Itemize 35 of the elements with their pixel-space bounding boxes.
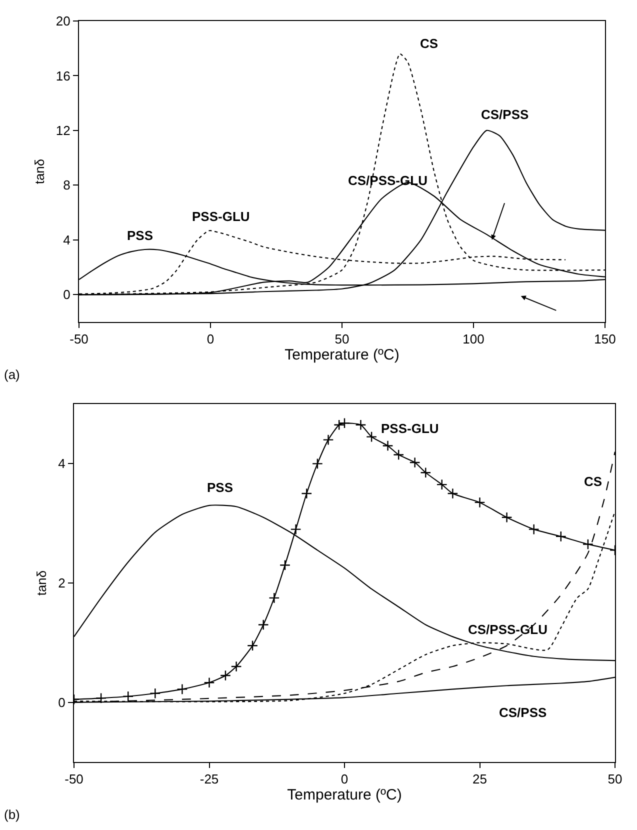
series-label: CS/PSS bbox=[499, 705, 548, 720]
text: (a) bbox=[4, 367, 20, 382]
x-tick-label: 0 bbox=[206, 332, 214, 347]
series-label: PSS bbox=[207, 480, 234, 495]
x-tick-label: 0 bbox=[340, 772, 348, 787]
x-tick-label: -50 bbox=[64, 772, 84, 787]
y-tick-label: 0 bbox=[63, 287, 70, 302]
series-label: CS/PSS-GLU bbox=[468, 622, 548, 637]
y-tick-label: 8 bbox=[63, 178, 70, 193]
x-tick-label: 50 bbox=[334, 332, 350, 347]
x-tick-label: 150 bbox=[594, 332, 616, 347]
series-label: PSS-GLU bbox=[192, 209, 250, 224]
y-axis-title: tanδ bbox=[34, 570, 50, 596]
series-label: CS bbox=[584, 474, 602, 489]
x-tick-label: 100 bbox=[462, 332, 484, 347]
x-axis-title: Temperature (ºC) bbox=[284, 346, 400, 364]
series-label: CS/PSS-GLU bbox=[348, 173, 428, 188]
x-tick-label: 50 bbox=[608, 772, 622, 787]
y-tick-label: 12 bbox=[56, 123, 70, 138]
y-tick-label: 20 bbox=[56, 14, 70, 29]
x-tick-label: -25 bbox=[200, 772, 219, 787]
series-label: PSS bbox=[127, 228, 154, 243]
series-label: CS/PSS bbox=[481, 107, 530, 122]
y-tick-label: 0 bbox=[58, 694, 66, 710]
series-label: CS bbox=[420, 36, 438, 51]
series-label: PSS-GLU bbox=[381, 421, 439, 436]
y-tick-label: 4 bbox=[63, 232, 70, 248]
text: (b) bbox=[4, 807, 20, 822]
x-axis-title: Temperature (ºC) bbox=[287, 786, 402, 804]
y-axis-title: tanδ bbox=[32, 158, 47, 184]
y-tick-label: 2 bbox=[58, 576, 66, 591]
x-tick-label: -50 bbox=[70, 332, 88, 347]
x-tick-label: 25 bbox=[472, 772, 487, 787]
y-tick-label: 16 bbox=[56, 68, 70, 84]
y-tick-label: 4 bbox=[58, 456, 66, 472]
